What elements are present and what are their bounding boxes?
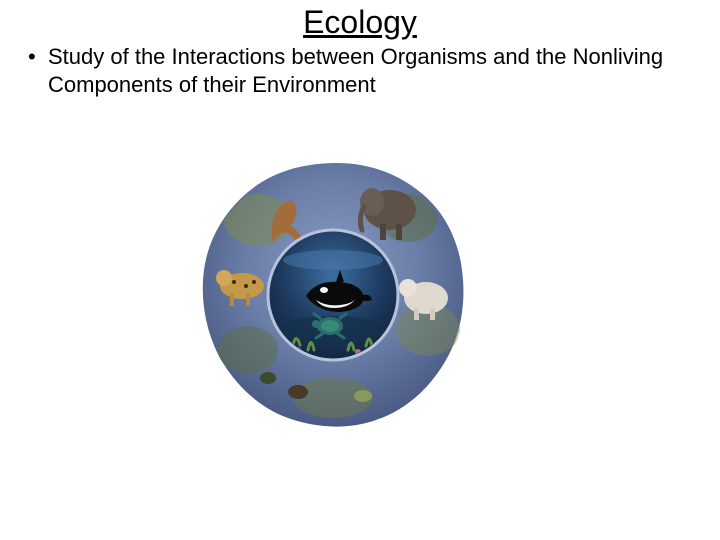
globe-icon <box>198 160 468 430</box>
bullet-text: Study of the Interactions between Organi… <box>48 44 663 97</box>
bullet-list: Study of the Interactions between Organi… <box>0 43 720 98</box>
biodiversity-globe-image <box>198 160 468 430</box>
bullet-item: Study of the Interactions between Organi… <box>28 43 720 98</box>
slide-title: Ecology <box>0 0 720 41</box>
